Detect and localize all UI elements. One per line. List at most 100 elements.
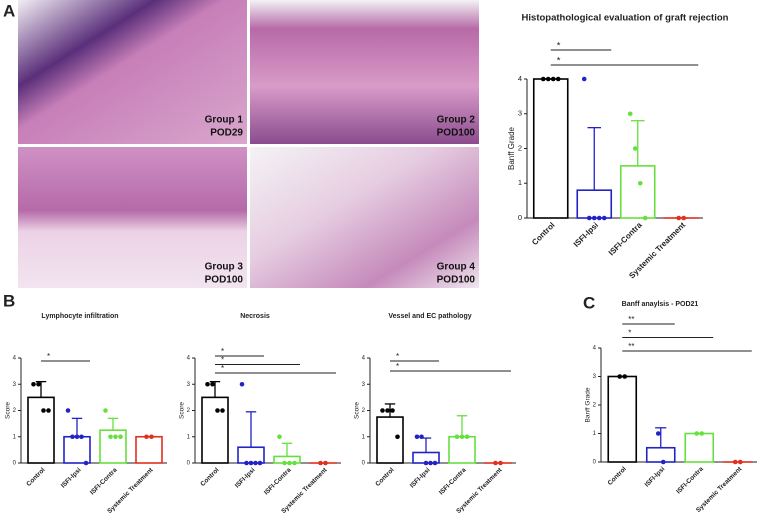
data-point (601, 215, 607, 221)
data-point (732, 459, 738, 465)
bar (237, 446, 265, 464)
significance-label: ** (628, 315, 634, 324)
y-tick-label: 2 (593, 403, 597, 409)
significance-label: * (557, 41, 561, 52)
histology-image (250, 147, 479, 288)
data-point (108, 434, 113, 440)
data-point (46, 408, 51, 413)
chart-title: Lymphocyte infiltration (41, 313, 118, 320)
y-tick-label: 4 (518, 74, 522, 83)
data-point (149, 434, 154, 440)
data-point (454, 434, 460, 440)
data-point (540, 76, 546, 82)
y-tick-label: 0 (593, 460, 597, 466)
data-point (699, 431, 705, 436)
y-tick-label: 3 (593, 374, 597, 380)
y-tick-label: 0 (362, 461, 366, 467)
data-point (253, 460, 258, 466)
significance-label: * (396, 362, 399, 371)
y-tick-label: 1 (187, 434, 191, 440)
image-label: POD29 (210, 128, 243, 139)
data-point (681, 215, 687, 221)
x-tick-label: ISFI-Contra (607, 220, 644, 257)
data-point (660, 459, 666, 465)
y-axis-label: Score (354, 402, 361, 419)
data-point (79, 434, 84, 440)
chart-title: Necrosis (240, 313, 270, 320)
chart-title: Banff anaylsis - POD21 (622, 301, 699, 308)
significance-label: * (47, 352, 50, 361)
y-tick-label: 2 (362, 408, 366, 414)
data-point (632, 146, 638, 151)
image-label: Group 3 (205, 262, 244, 273)
data-point (215, 408, 220, 413)
image-label: Group 2 (437, 115, 476, 126)
x-tick-label: Control (530, 221, 556, 247)
significance-label: * (221, 347, 224, 356)
x-tick-label: Control (199, 467, 220, 488)
y-tick-label: 1 (593, 431, 597, 437)
bar (27, 396, 55, 464)
y-tick-label: 0 (518, 213, 522, 222)
chart-title: Vessel and EC pathology (388, 313, 471, 320)
data-point (385, 408, 390, 413)
data-point (581, 76, 587, 82)
data-point (390, 408, 395, 413)
histology-image (18, 0, 247, 144)
data-point (83, 460, 89, 466)
panel-label: A (3, 1, 15, 20)
data-point (617, 374, 623, 379)
x-tick-label: ISFI-Contra (675, 465, 705, 495)
data-point (323, 460, 328, 466)
bar (684, 432, 715, 463)
y-axis-label: Banff Grade (585, 387, 592, 422)
y-tick-label: 1 (13, 434, 17, 440)
data-point (591, 215, 597, 221)
data-point (555, 76, 561, 82)
significance-label: ** (628, 342, 634, 351)
bar (576, 189, 613, 219)
x-tick-label: ISFI-Contra (263, 466, 293, 496)
data-point (74, 434, 80, 440)
data-point (737, 459, 743, 465)
bar (63, 435, 91, 464)
data-point (627, 111, 633, 117)
significance-label: * (396, 352, 399, 361)
y-tick-label: 4 (13, 356, 17, 362)
data-point (210, 381, 215, 387)
y-tick-label: 4 (187, 356, 191, 362)
y-tick-label: 2 (187, 408, 191, 414)
data-point (257, 460, 263, 466)
chart-title: Histopathological evaluation of graft re… (522, 13, 729, 24)
data-point (220, 408, 225, 413)
data-point (642, 215, 648, 221)
panel-label: C (583, 293, 595, 312)
data-point (318, 460, 323, 466)
x-tick-label: ISFI-Ipsi (60, 467, 83, 490)
data-point (498, 460, 503, 466)
bar (201, 396, 229, 464)
data-point (545, 76, 551, 82)
data-point (248, 460, 254, 466)
image-label: POD100 (205, 275, 244, 286)
data-point (414, 434, 420, 440)
data-point (118, 434, 123, 440)
image-label: POD100 (437, 275, 476, 286)
y-tick-label: 3 (362, 382, 366, 388)
significance-label: * (628, 329, 631, 338)
x-tick-label: ISFI-Contra (438, 466, 468, 496)
x-tick-label: ISFI-Ipsi (572, 221, 600, 249)
data-point (622, 374, 628, 379)
data-point (31, 381, 36, 387)
data-point (676, 215, 682, 221)
y-tick-label: 2 (518, 143, 522, 152)
y-tick-label: 1 (362, 434, 366, 440)
y-tick-label: 1 (518, 178, 522, 187)
data-point (282, 460, 287, 466)
data-point (380, 408, 385, 413)
y-tick-label: 2 (13, 408, 17, 414)
data-point (277, 434, 282, 440)
y-tick-label: 4 (362, 356, 366, 362)
y-axis-label: Banff Grade (507, 126, 516, 170)
